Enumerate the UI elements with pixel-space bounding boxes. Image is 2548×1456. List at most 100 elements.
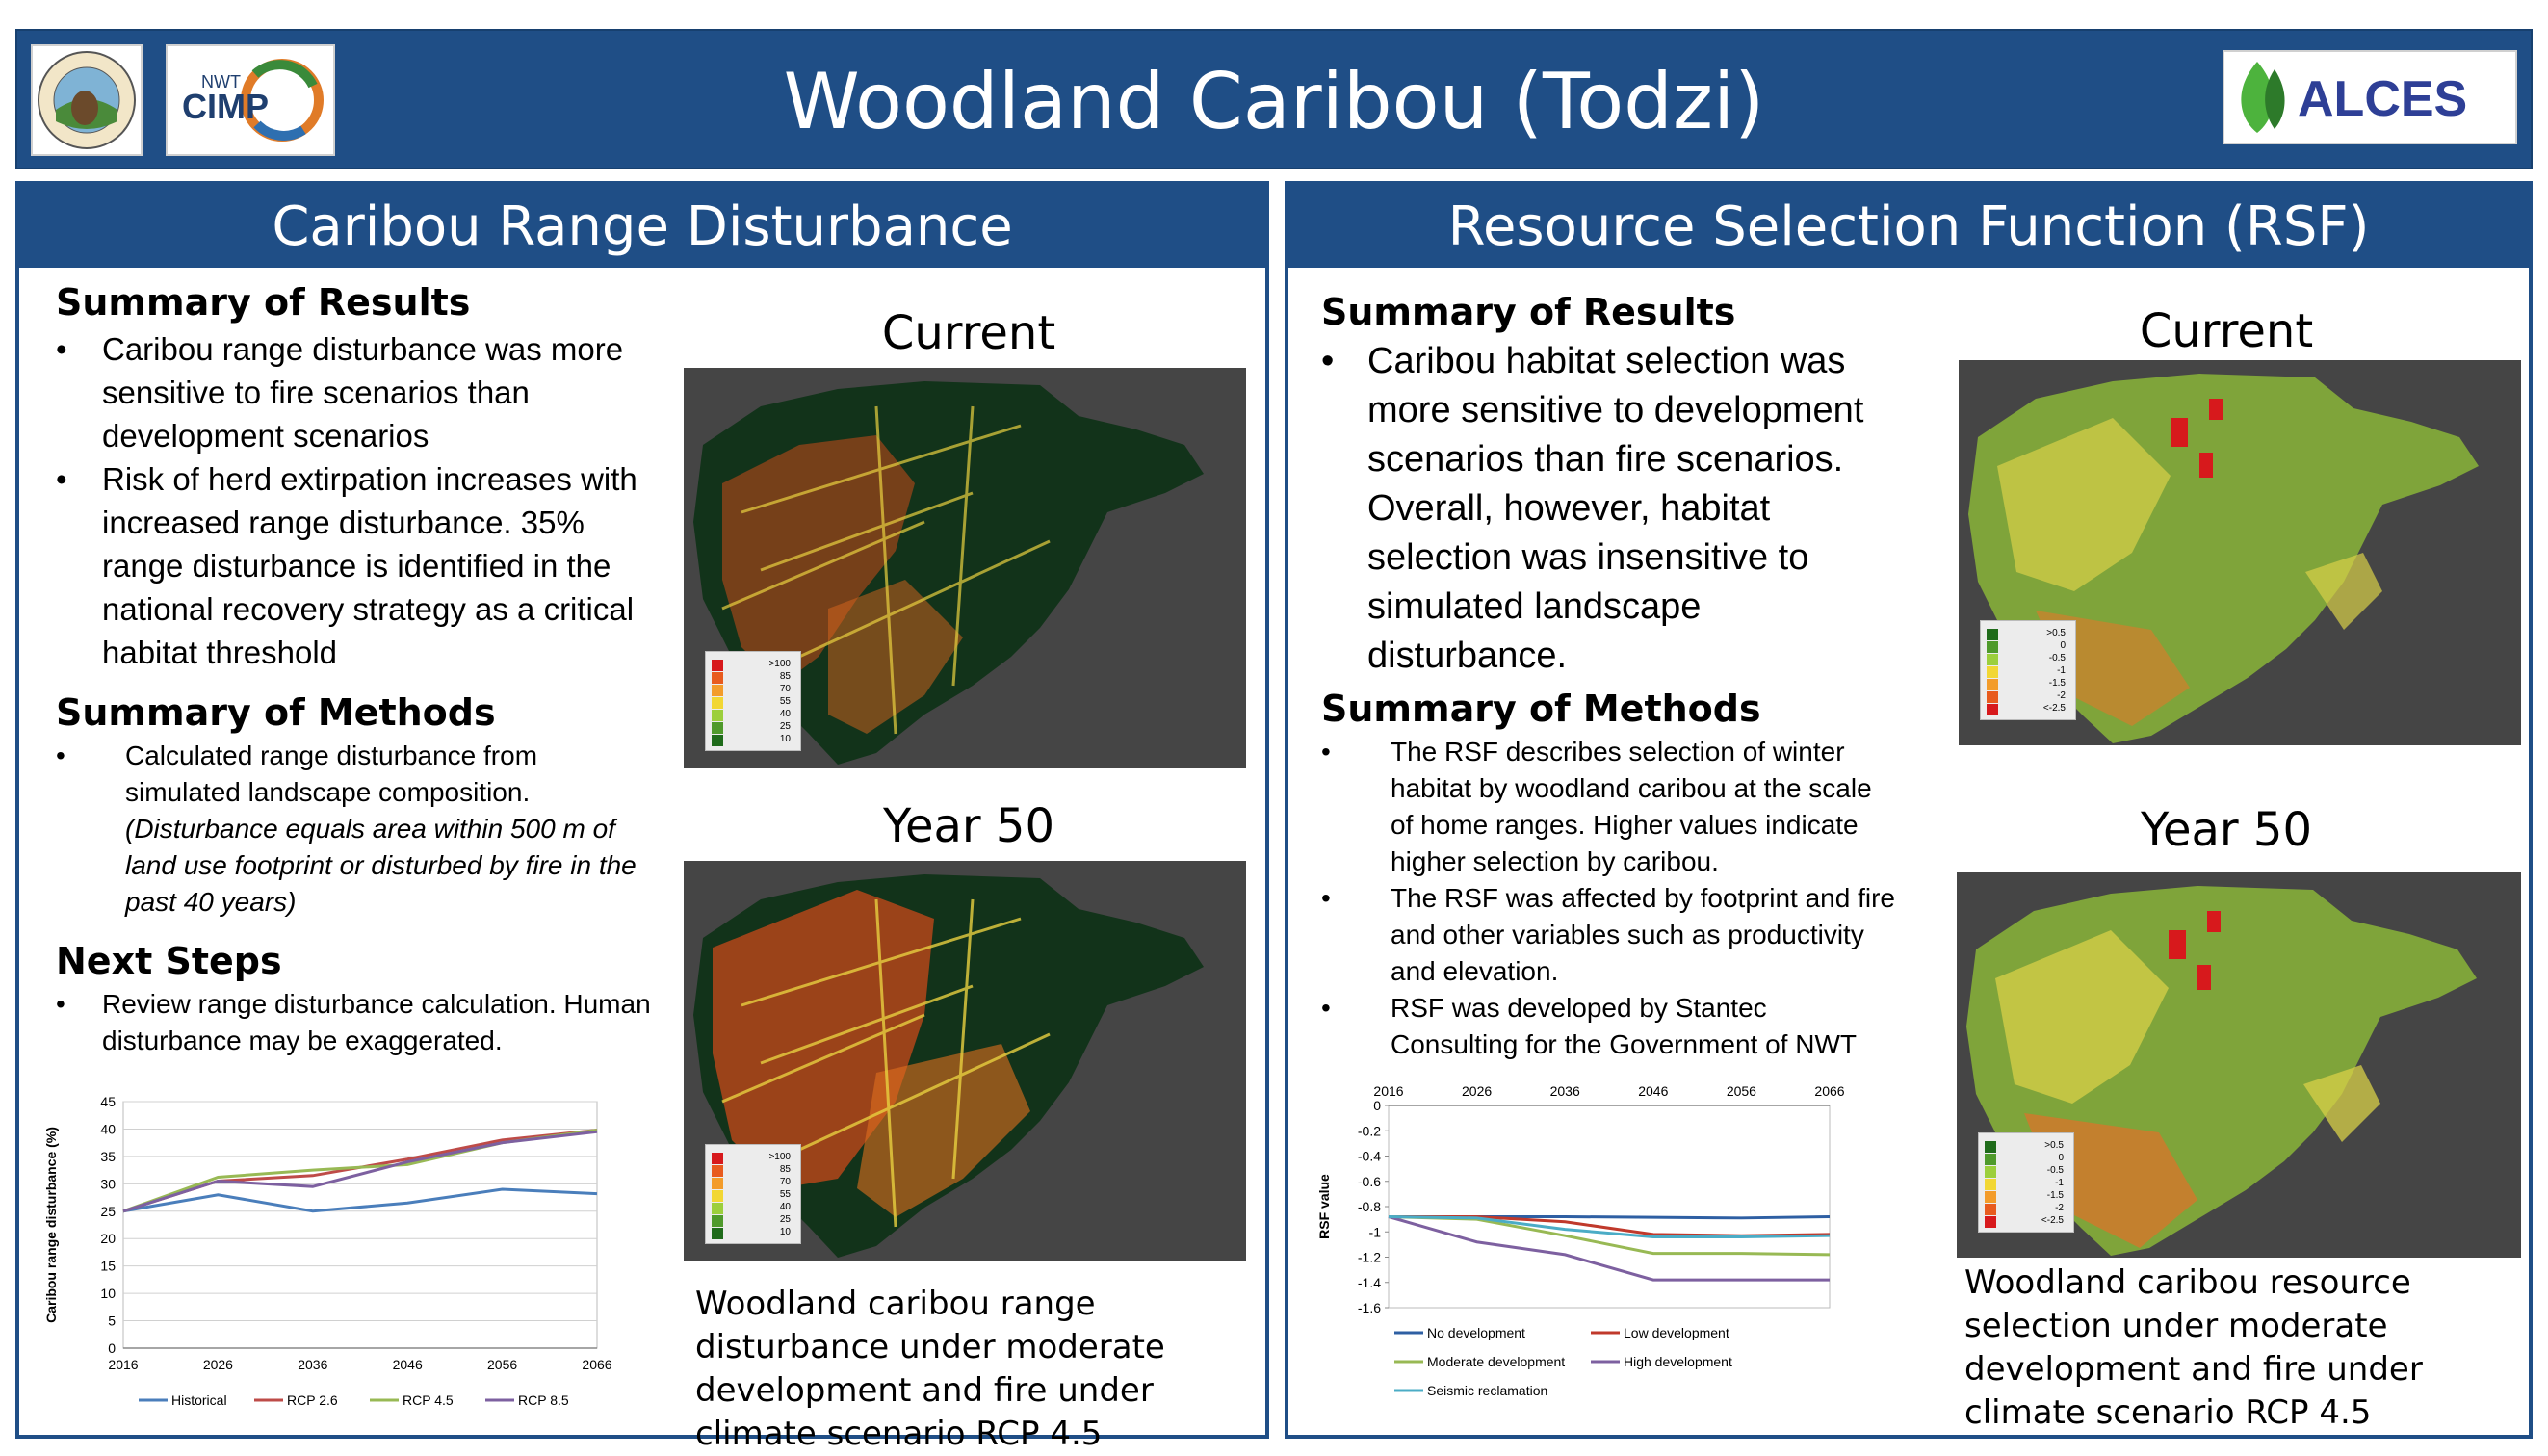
legend-label: >100 bbox=[768, 659, 791, 669]
legend-label: 55 bbox=[779, 1189, 791, 1200]
legend-label: 10 bbox=[779, 1227, 791, 1237]
y-tick-label: -1.2 bbox=[1358, 1250, 1381, 1265]
legend-label: -2 bbox=[2055, 1203, 2064, 1213]
seal-icon bbox=[38, 51, 136, 149]
legend-swatch bbox=[1985, 1166, 1996, 1178]
y-tick-label: 0 bbox=[108, 1340, 116, 1356]
legend-label: 70 bbox=[779, 1177, 791, 1187]
legend-label: No development bbox=[1427, 1325, 1525, 1340]
rsf-method-item: RSF was developed by Stantec Consulting … bbox=[1321, 990, 1899, 1063]
method-italic-note: (Disturbance equals area within 500 m of… bbox=[125, 814, 637, 917]
rsf-methods-heading: Summary of Methods bbox=[1321, 688, 1761, 730]
legend-swatch bbox=[712, 710, 723, 721]
left-panel: Caribou Range Disturbance Summary of Res… bbox=[15, 181, 1269, 1453]
rsf-results-list: Caribou habitat selection was more sensi… bbox=[1321, 337, 1899, 681]
svg-text:NWT: NWT bbox=[201, 72, 241, 91]
legend-label: -1 bbox=[2055, 1178, 2064, 1188]
legend-swatch bbox=[1987, 691, 1998, 703]
legend-label: RCP 8.5 bbox=[518, 1392, 569, 1408]
series-line bbox=[122, 1130, 598, 1213]
method-item: Calculated range disturbance from simula… bbox=[56, 738, 653, 921]
x-tick-label: 2016 bbox=[1373, 1083, 1403, 1099]
legend-swatch bbox=[712, 697, 723, 709]
next-steps-list: Review range disturbance calculation. Hu… bbox=[56, 986, 653, 1059]
y-tick-label: -1 bbox=[1369, 1224, 1382, 1239]
legend-swatch bbox=[1987, 666, 1998, 678]
rsf-legend: >0.5 0 -0.5 -1 -1.5 -2 <-2.5 bbox=[1980, 620, 2076, 720]
x-tick-label: 2046 bbox=[1638, 1083, 1668, 1099]
legend-swatch bbox=[712, 1165, 723, 1177]
plot-area bbox=[122, 1101, 598, 1349]
legend-swatch bbox=[1985, 1204, 1996, 1215]
legend-label: -0.5 bbox=[2046, 1165, 2064, 1176]
title-bar: Woodland Caribou (Todzi) NWT CIMP ALCES bbox=[15, 29, 2533, 169]
y-tick-label: -0.8 bbox=[1358, 1199, 1381, 1214]
legend-label: 40 bbox=[779, 1202, 791, 1212]
legend-swatch bbox=[712, 722, 723, 734]
legend-label: -1.5 bbox=[2048, 678, 2066, 689]
y-tick-label: -0.6 bbox=[1358, 1174, 1381, 1189]
legend-label: <-2.5 bbox=[2042, 703, 2066, 714]
legend-label: 0 bbox=[2060, 640, 2066, 651]
legend-swatch bbox=[1985, 1191, 1996, 1203]
x-tick-label: 2036 bbox=[298, 1357, 327, 1372]
legend-swatch bbox=[1987, 629, 1998, 640]
legend-swatch bbox=[1985, 1154, 1996, 1165]
method-text: Calculated range disturbance from simula… bbox=[125, 741, 538, 807]
legend-label: High development bbox=[1624, 1354, 1732, 1369]
legend-swatch bbox=[1985, 1141, 1996, 1153]
legend-label: 85 bbox=[779, 671, 791, 682]
disturbance-line-chart: 0 5 10 15 20 25 30 35 40 45 2016 2026 2036 2046 2056 20… bbox=[43, 1094, 612, 1408]
legend-label: 25 bbox=[779, 1214, 791, 1225]
legend-swatch bbox=[1985, 1216, 1996, 1228]
legend-label: Low development bbox=[1624, 1325, 1729, 1340]
legend-label: RCP 2.6 bbox=[287, 1392, 338, 1408]
y-tick-label: 0 bbox=[1373, 1098, 1381, 1113]
legend-swatch bbox=[1987, 704, 1998, 715]
y-tick-label: -0.2 bbox=[1358, 1123, 1381, 1138]
alces-wordmark: ALCES bbox=[2298, 71, 2467, 127]
rsf-method-item: The RSF describes selection of winter ha… bbox=[1321, 734, 1899, 880]
y-tick-label: -1.6 bbox=[1358, 1300, 1381, 1315]
legend-swatch bbox=[1987, 654, 1998, 665]
y-tick-label: -1.4 bbox=[1358, 1275, 1381, 1290]
x-tick-label: 2016 bbox=[108, 1357, 138, 1372]
legend-label: -1 bbox=[2057, 665, 2066, 676]
left-map-caption: Woodland caribou range disturbance under… bbox=[695, 1285, 1165, 1453]
legend-label: Moderate development bbox=[1427, 1354, 1565, 1369]
plot-area bbox=[1388, 1105, 1831, 1309]
results-list: Caribou range disturbance was more sensi… bbox=[56, 327, 653, 674]
legend-swatch bbox=[712, 1178, 723, 1189]
y-tick-label: 25 bbox=[100, 1204, 116, 1219]
rsf-map-year50: >0.5 0 -0.5 -1 -1.5 -2 <-2.5 bbox=[1957, 872, 2521, 1258]
legend-swatch bbox=[712, 735, 723, 746]
legend-label: 85 bbox=[779, 1164, 791, 1175]
legend-label: RCP 4.5 bbox=[403, 1392, 454, 1408]
y-tick-label: 30 bbox=[100, 1176, 116, 1191]
alces-logo: ALCES bbox=[2223, 50, 2517, 144]
y-tick-label: 40 bbox=[100, 1121, 116, 1136]
y-tick-label: 45 bbox=[100, 1094, 116, 1109]
series-line bbox=[122, 1187, 598, 1213]
rsf-map-year50-label: Year 50 bbox=[2141, 803, 2312, 857]
right-panel: Resource Selection Function (RSF) Summar… bbox=[1285, 181, 2533, 1439]
y-tick-label: 35 bbox=[100, 1149, 116, 1164]
x-tick-label: 2056 bbox=[487, 1357, 517, 1372]
y-axis-label: Caribou range disturbance (%) bbox=[43, 1127, 59, 1323]
series-line bbox=[1388, 1215, 1831, 1238]
tlicho-seal-logo bbox=[31, 44, 143, 156]
y-tick-label: 5 bbox=[108, 1313, 116, 1329]
results-heading: Summary of Results bbox=[56, 281, 471, 324]
range-map-current bbox=[693, 381, 1204, 765]
map-year50-label: Year 50 bbox=[883, 799, 1054, 853]
legend-label: 55 bbox=[779, 696, 791, 707]
x-tick-label: 2026 bbox=[1462, 1083, 1492, 1099]
range-map-year50 bbox=[693, 874, 1204, 1258]
disturbance-legend: >100 85 70 55 40 25 10 bbox=[705, 651, 801, 751]
legend-swatch bbox=[1987, 679, 1998, 690]
legend-label: >0.5 bbox=[2044, 1140, 2064, 1151]
legend-label: 70 bbox=[779, 684, 791, 694]
cimp-logo-icon: NWT CIMP bbox=[182, 59, 324, 142]
rsf-methods-list: The RSF describes selection of winter ha… bbox=[1321, 734, 1899, 1063]
legend-label: 10 bbox=[779, 734, 791, 744]
